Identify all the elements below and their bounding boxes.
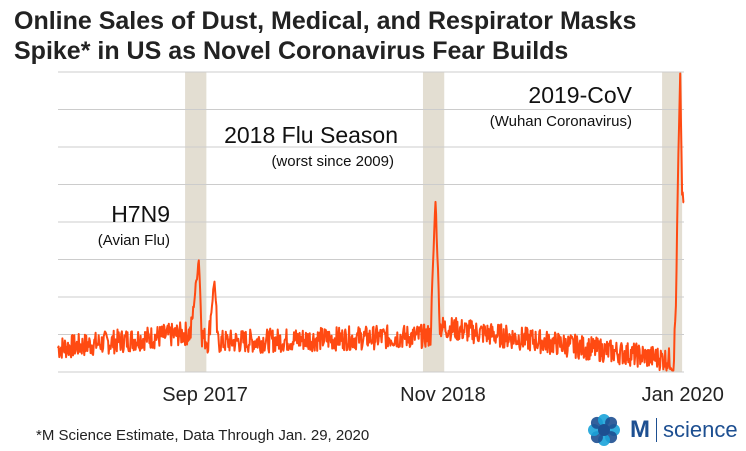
annotation-subtitle-1: (Avian Flu)	[98, 232, 170, 249]
logo-word: science	[663, 417, 738, 442]
chart-title-line-1: Online Sales of Dust, Medical, and Respi…	[14, 7, 637, 35]
logo-divider	[656, 418, 657, 442]
annotation-title-2: 2018 Flu Season	[224, 122, 398, 148]
flower-logo-icon	[588, 414, 620, 446]
annotation-subtitle-2: (worst since 2009)	[271, 153, 394, 170]
m-science-logo[interactable]: M science	[586, 412, 738, 448]
x-tick-label-3: Jan 2020	[642, 384, 724, 406]
footnote: *M Science Estimate, Data Through Jan. 2…	[36, 427, 370, 444]
annotation-title-1: H7N9	[111, 201, 170, 227]
series-layer	[57, 72, 685, 372]
series-line-mask-sales	[57, 72, 685, 372]
chart-title: Online Sales of Dust, Medical, and Respi…	[14, 6, 734, 66]
annotation-title-3: 2019-CoV	[528, 82, 632, 108]
x-tick-label-1: Sep 2017	[162, 384, 248, 406]
x-axis-ticks: Sep 2017 Nov 2018 Jan 2020	[162, 384, 724, 406]
chart-title-line-2: Spike* in US as Novel Coronavirus Fear B…	[14, 37, 569, 65]
annotation-subtitle-3: (Wuhan Coronavirus)	[490, 113, 632, 130]
logo-letter: M	[630, 416, 650, 443]
annotations: H7N9 (Avian Flu) 2018 Flu Season (worst sin…	[98, 82, 633, 249]
x-tick-label-2: Nov 2018	[400, 384, 486, 406]
gridlines	[58, 71, 684, 373]
